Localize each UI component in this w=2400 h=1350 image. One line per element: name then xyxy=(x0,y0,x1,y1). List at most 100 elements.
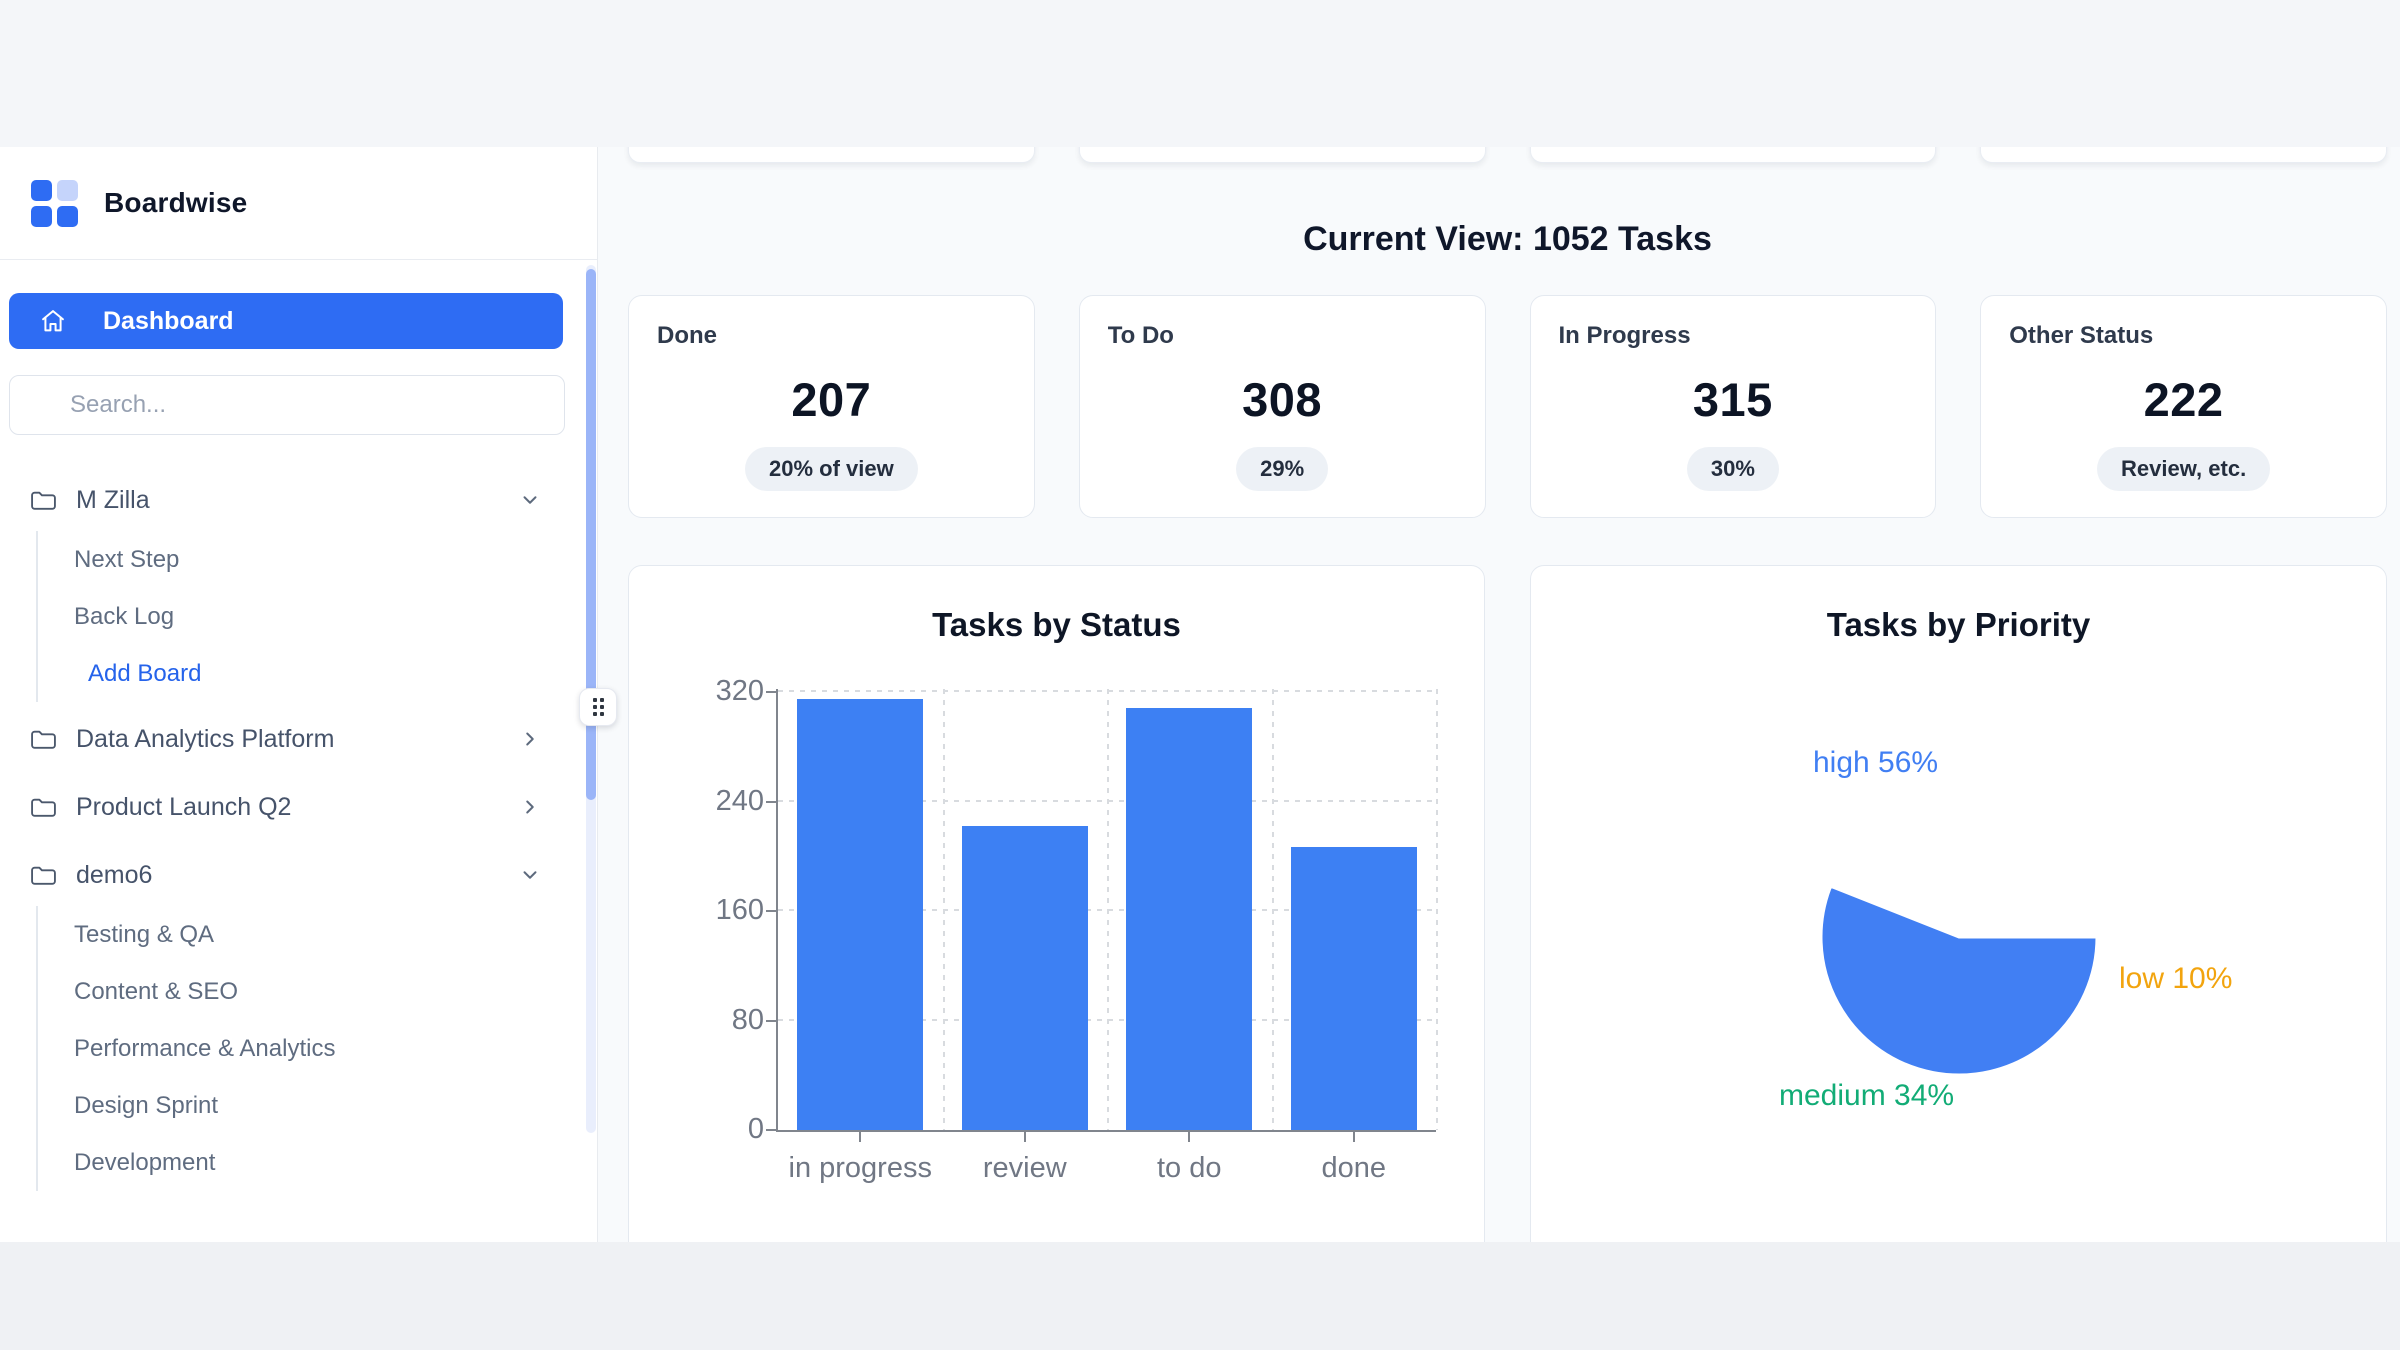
list-item-performance-analytics[interactable]: Performance & Analytics xyxy=(74,1034,336,1062)
y-axis-tick-label: 160 xyxy=(715,894,764,926)
board-group: demo6 Testing & QA Content & SEO Perform… xyxy=(0,844,597,1191)
pie-slice-label-high: high 56% xyxy=(1813,746,1939,779)
pie-slice-label-medium: medium 34% xyxy=(1779,1079,1955,1112)
bar-chart-plot: 0 80 160 240 320 in progress review to do done xyxy=(716,675,1438,1184)
dashboard-button[interactable]: Dashboard xyxy=(9,293,563,349)
board-group: M Zilla Next Step Back Log Add Board xyxy=(0,469,597,702)
stat-value: 207 xyxy=(791,373,872,426)
x-axis-category-label: done xyxy=(1321,1152,1386,1184)
list-item-content-seo[interactable]: Content & SEO xyxy=(74,977,239,1005)
dashboard-label: Dashboard xyxy=(103,306,234,335)
bar-to-do xyxy=(1126,708,1253,1130)
board-item-product-launch-q2[interactable]: Product Launch Q2 xyxy=(0,776,597,838)
board-label: Data Analytics Platform xyxy=(76,724,335,753)
brand-title: Boardwise xyxy=(104,187,248,218)
stat-card-in-progress: In Progress 315 30% xyxy=(1529,295,1937,518)
add-board-button[interactable]: Add Board xyxy=(88,659,202,687)
pie-slice-high xyxy=(1819,884,2099,1077)
board-group: Product Launch Q2 xyxy=(0,776,597,838)
chevron-down-icon[interactable] xyxy=(519,489,541,511)
y-axis-tick-mark xyxy=(766,910,776,912)
chart-title: Tasks by Status xyxy=(932,606,1181,643)
cut-off-card xyxy=(1529,147,1937,163)
chart-title: Tasks by Priority xyxy=(1826,606,2091,643)
board-label: M Zilla xyxy=(76,485,150,514)
cut-off-card xyxy=(1980,147,2387,163)
stat-label: Done xyxy=(657,322,717,349)
cut-off-card xyxy=(1078,147,1486,163)
board-item-demo6[interactable]: demo6 xyxy=(0,844,597,906)
stat-label: To Do xyxy=(1107,322,1174,349)
chevron-down-icon[interactable] xyxy=(519,864,541,886)
y-axis-tick-mark xyxy=(766,1019,776,1022)
list-item-design-sprint[interactable]: Design Sprint xyxy=(74,1091,219,1119)
chevron-right-icon[interactable] xyxy=(519,796,541,818)
tasks-by-priority-chart: Tasks by Priority low 10% medium 34% high … xyxy=(1530,565,2387,1242)
status-badge: Review, etc. xyxy=(2097,447,2271,491)
stat-value: 308 xyxy=(1242,373,1323,426)
app-window: Boardwise Dashboard xyxy=(0,147,2400,1242)
stat-label: Other Status xyxy=(2009,322,2154,349)
folder-icon xyxy=(30,728,57,751)
board-label: Product Launch Q2 xyxy=(76,792,292,821)
list-item-development[interactable]: Development xyxy=(74,1148,216,1176)
gridline xyxy=(1271,689,1274,1130)
stat-value: 315 xyxy=(1692,373,1773,426)
board-children: Testing & QA Content & SEO Performance &… xyxy=(36,906,597,1191)
gridline xyxy=(1107,689,1109,1130)
y-axis-tick-label: 240 xyxy=(715,784,764,817)
y-axis-tick-mark xyxy=(766,1129,776,1131)
pie-chart xyxy=(1819,884,2099,1077)
status-badge: 30% xyxy=(1686,447,1779,491)
search-input[interactable] xyxy=(9,375,565,435)
sidebar-nav: Dashboard M Zilla xyxy=(0,260,597,1242)
list-item-next-step[interactable]: Next Step xyxy=(74,545,180,573)
folder-icon xyxy=(30,489,57,512)
board-tree: M Zilla Next Step Back Log Add Board xyxy=(0,469,597,1191)
sidebar-scrollbar-thumb[interactable] xyxy=(586,269,596,800)
charts-row: Tasks by Status 0 80 160 240 320 in progress r… xyxy=(628,565,2387,1242)
board-children: Next Step Back Log Add Board xyxy=(36,531,597,702)
y-axis-tick-label: 0 xyxy=(747,1113,764,1145)
stat-card-other-status: Other Status 222 Review, etc. xyxy=(1980,295,2387,518)
bar-in-progress xyxy=(797,698,924,1130)
home-icon xyxy=(39,307,67,335)
stat-card-done: Done 207 20% of view xyxy=(628,295,1035,518)
stat-label: In Progress xyxy=(1558,322,1691,349)
main-content: Current View: 1052 Tasks Done 207 20% of… xyxy=(598,147,2400,1242)
x-axis-category-label: to do xyxy=(1157,1152,1222,1184)
tasks-by-status-chart: Tasks by Status 0 80 160 240 320 in progress r… xyxy=(628,565,1485,1242)
list-item-back-log[interactable]: Back Log xyxy=(74,602,175,630)
x-axis-tick-mark xyxy=(1352,1132,1355,1142)
y-axis-tick-mark xyxy=(766,800,776,803)
stats-row: Done 207 20% of view To Do 308 29% In Pr… xyxy=(628,295,2387,518)
sidebar-header: Boardwise xyxy=(0,147,597,260)
grip-dots-icon xyxy=(592,698,604,716)
sidebar: Boardwise Dashboard xyxy=(0,147,598,1242)
page-bottom-band xyxy=(0,1242,2400,1350)
bar-done xyxy=(1290,846,1417,1130)
bar-review xyxy=(961,826,1088,1130)
stat-card-to-do: To Do 308 29% xyxy=(1078,295,1486,518)
scrolled-card-row xyxy=(628,147,2387,163)
status-badge: 29% xyxy=(1236,447,1329,491)
gridline xyxy=(942,689,945,1130)
y-axis-tick-label: 80 xyxy=(731,1003,764,1036)
status-badge: 20% of view xyxy=(745,447,918,491)
board-group: Data Analytics Platform xyxy=(0,708,597,770)
board-item-m-zilla[interactable]: M Zilla xyxy=(0,469,597,531)
board-item-data-analytics-platform[interactable]: Data Analytics Platform xyxy=(0,708,597,770)
list-item-testing-qa[interactable]: Testing & QA xyxy=(74,920,215,948)
x-axis-category-label: in progress xyxy=(788,1152,932,1184)
y-axis-tick-label: 320 xyxy=(715,675,764,707)
x-axis-tick-mark xyxy=(1188,1132,1191,1142)
gridline xyxy=(1436,689,1438,1130)
board-label: demo6 xyxy=(76,860,153,889)
pie-slice-label-low: low 10% xyxy=(2119,962,2233,995)
x-axis-tick-mark xyxy=(859,1132,862,1142)
page-title: Current View: 1052 Tasks xyxy=(1303,220,1712,258)
page-top-band xyxy=(0,0,2400,147)
chevron-right-icon[interactable] xyxy=(519,728,541,750)
x-axis-tick-mark xyxy=(1023,1132,1026,1142)
sidebar-resize-handle[interactable] xyxy=(579,688,617,726)
